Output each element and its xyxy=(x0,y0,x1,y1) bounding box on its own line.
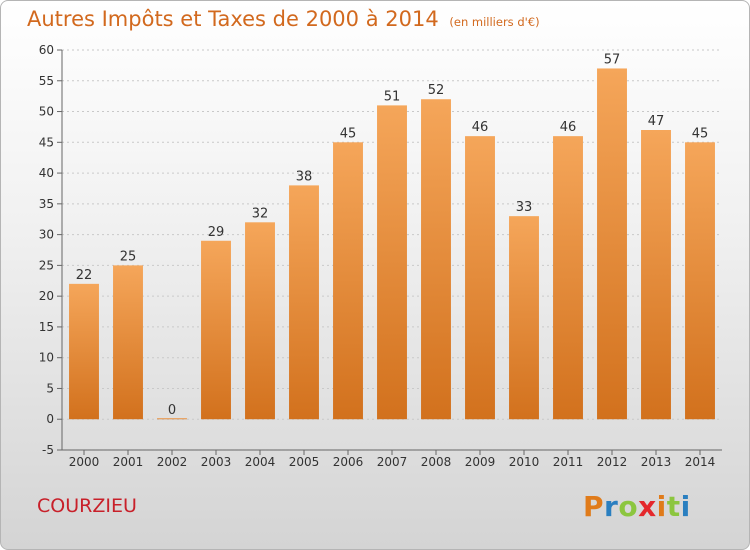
y-tick-label: 25 xyxy=(39,258,54,272)
logo-letter: i xyxy=(656,490,667,523)
y-tick-label: 0 xyxy=(46,412,54,426)
logo-letter: o xyxy=(618,490,639,523)
x-tick-label: 2010 xyxy=(509,455,540,469)
y-tick-label: 55 xyxy=(39,74,54,88)
data-label-2003: 29 xyxy=(208,225,225,240)
y-tick-label: 30 xyxy=(39,228,54,242)
bars xyxy=(69,68,715,420)
data-label-2005: 38 xyxy=(296,169,313,184)
data-label-2006: 45 xyxy=(340,126,357,141)
data-label-2010: 33 xyxy=(516,200,533,215)
x-tick-label: 2013 xyxy=(641,455,672,469)
bar-2008 xyxy=(421,99,451,420)
bar-2006 xyxy=(333,142,363,420)
y-tick-label: 45 xyxy=(39,135,54,149)
bar-2010 xyxy=(509,216,539,420)
y-tick-label: -5 xyxy=(42,443,54,457)
x-tick-label: 2011 xyxy=(553,455,584,469)
bar-2012 xyxy=(597,68,627,420)
x-tick-label: 2001 xyxy=(113,455,144,469)
data-label-2008: 52 xyxy=(428,83,445,98)
x-tick-label: 2005 xyxy=(289,455,320,469)
place-name: COURZIEU xyxy=(37,495,137,517)
data-label-2014: 45 xyxy=(692,126,709,141)
logo-letter: r xyxy=(604,490,619,523)
x-tick-label: 2000 xyxy=(69,455,100,469)
logo-letter: P xyxy=(583,490,605,523)
data-label-2009: 46 xyxy=(472,120,489,135)
data-label-2001: 25 xyxy=(120,249,137,264)
logo-letter: i xyxy=(680,490,691,523)
labels: 22 25 0 29 32 38 45 51 52 46 33 46 57 47 45 xyxy=(76,52,709,418)
bar-2014 xyxy=(685,142,715,420)
chart-subtitle: (en milliers d'€) xyxy=(449,15,540,29)
x-tick-label: 2002 xyxy=(157,455,188,469)
x-tick-label: 2003 xyxy=(201,455,232,469)
bar-2009 xyxy=(465,136,495,420)
y-tick-label: 20 xyxy=(39,289,54,303)
y-tick-label: 35 xyxy=(39,197,54,211)
bar-2005 xyxy=(289,185,319,420)
logo-letter: t xyxy=(666,490,681,523)
bar-2003 xyxy=(201,240,231,420)
proxiti-logo: Proxiti xyxy=(583,490,691,523)
x-tick-label: 2009 xyxy=(465,455,496,469)
chart-title-text: Autres Impôts et Taxes de 2000 à 2014 xyxy=(27,7,439,31)
bar-2007 xyxy=(377,105,407,420)
x-tick-label: 2006 xyxy=(333,455,364,469)
bar-2000 xyxy=(69,283,99,420)
chart-title: Autres Impôts et Taxes de 2000 à 2014 (e… xyxy=(27,7,540,31)
data-label-2012: 57 xyxy=(604,52,621,67)
x-tick-label: 2007 xyxy=(377,455,408,469)
bar-2013 xyxy=(641,130,671,420)
bar-2004 xyxy=(245,222,275,420)
x-tick-label: 2014 xyxy=(685,455,716,469)
data-label-2002: 0 xyxy=(168,403,176,418)
y-tick-label: 10 xyxy=(39,351,54,365)
data-label-2004: 32 xyxy=(252,206,269,221)
y-tick-label: 50 xyxy=(39,105,54,119)
data-label-2011: 46 xyxy=(560,120,577,135)
y-tick-label: 40 xyxy=(39,166,54,180)
bar-2001 xyxy=(113,265,143,420)
x-tick-label: 2012 xyxy=(597,455,628,469)
bar-2011 xyxy=(553,136,583,420)
x-tick-label: 2008 xyxy=(421,455,452,469)
data-label-2000: 22 xyxy=(76,268,93,283)
data-label-2007: 51 xyxy=(384,89,401,104)
y-tick-label: 5 xyxy=(46,381,54,395)
bar-2002 xyxy=(157,418,187,420)
y-tick-label: 60 xyxy=(39,43,54,57)
y-tick-label: 15 xyxy=(39,320,54,334)
data-label-2013: 47 xyxy=(648,114,665,129)
x-tick-label: 2004 xyxy=(245,455,276,469)
logo-letter: x xyxy=(638,490,657,523)
